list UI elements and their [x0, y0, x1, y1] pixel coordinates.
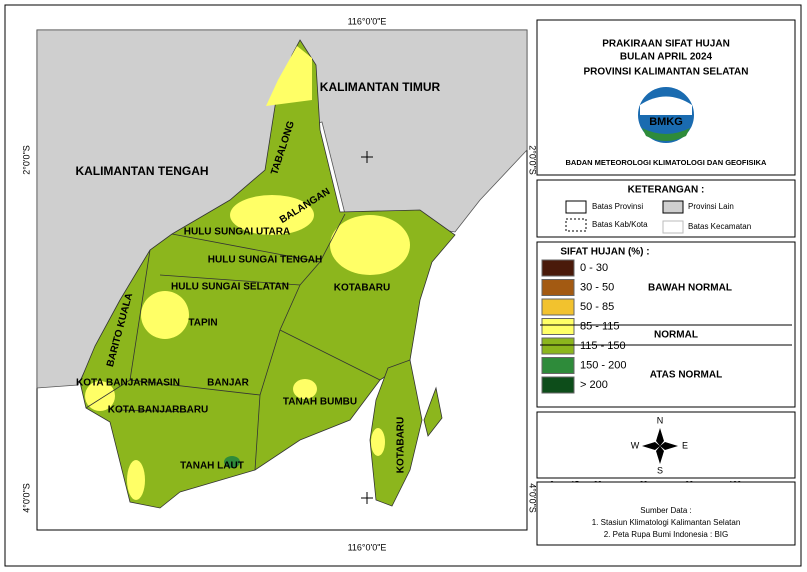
wet-area	[224, 456, 240, 468]
border	[279, 329, 381, 381]
arrow	[656, 446, 664, 464]
title-line: PROVINSI KALIMANTAN SELATAN	[584, 67, 749, 78]
area	[230, 195, 314, 235]
legend-swatch	[541, 357, 575, 374]
legend-swatch	[541, 337, 575, 355]
symbol	[565, 200, 587, 214]
compass-label: E	[682, 440, 688, 450]
legend-swatch	[541, 318, 575, 335]
regency-borders	[85, 213, 381, 471]
coord-label: 4°0'0"S	[528, 483, 538, 513]
coord-label: 2°0'0"S	[528, 145, 538, 175]
coord-label: 2°0'0"S	[21, 145, 31, 175]
legend-label: 0 - 30	[580, 262, 608, 274]
title-line: BULAN APRIL 2024	[620, 52, 713, 63]
arrow	[642, 442, 660, 450]
island	[369, 359, 423, 507]
compass-label: S	[657, 465, 663, 475]
agency: BADAN METEOROLOGI KLIMATOLOGI DAN GEOFIS…	[566, 158, 768, 167]
legend-label: 30 - 50	[580, 281, 614, 293]
legend-rows: 0 - 30 30 - 50 50 - 85 85 - 115 115 - 150 150…	[541, 259, 626, 394]
province-area	[79, 39, 456, 509]
legend-label: > 200	[580, 379, 608, 391]
regency-label: KOTABARU	[396, 417, 407, 473]
regency-label: KOTA BANJARBARU	[108, 405, 209, 416]
area	[330, 215, 410, 275]
legend-label: 50 - 85	[580, 301, 614, 313]
group-label: BAWAH NORMAL	[648, 283, 732, 294]
symbol	[565, 218, 587, 232]
legend-swatch	[541, 259, 575, 277]
group-label: ATAS NORMAL	[650, 370, 722, 381]
area	[293, 379, 317, 399]
panel-title: KETERANGAN :	[628, 185, 705, 196]
regency-label: HULU SUNGAI UTARA	[184, 227, 290, 238]
key-label: Provinsi Lain	[688, 202, 734, 211]
compass-label: N	[657, 415, 664, 425]
regency-label: TAPIN	[188, 318, 217, 329]
island	[423, 386, 443, 437]
legend-swatch	[541, 298, 575, 316]
group-label: NORMAL	[654, 330, 698, 341]
logo-wave	[642, 128, 690, 141]
legend-label: 115 - 150	[580, 340, 626, 352]
regency-label: KOTABARU	[334, 283, 390, 294]
map-frame: KALIMANTAN TIMUR KALIMANTAN TENGAH TABAL…	[36, 29, 528, 531]
key-label: Batas Provinsi	[592, 202, 643, 211]
province-label: KALIMANTAN TIMUR	[320, 80, 441, 94]
border	[117, 409, 191, 413]
area	[266, 46, 312, 106]
coord-label: 4°0'0"S	[21, 483, 31, 513]
source-title: Sumber Data :	[640, 506, 692, 515]
regency-label: TANAH LAUT	[180, 461, 244, 472]
panel-title: SIFAT HUJAN (%) :	[560, 247, 649, 258]
logo-cloud	[640, 96, 692, 115]
source-line: 2. Peta Rupa Bumi Indonesia : BIG	[604, 530, 729, 539]
symbol	[662, 200, 684, 214]
title-line: PRAKIRAAN SIFAT HUJAN	[602, 39, 730, 50]
regency-label: BANJAR	[207, 378, 249, 389]
area	[127, 460, 145, 500]
legend-label: 150 - 200	[580, 359, 626, 371]
source-panel	[536, 481, 796, 546]
province-label: KALIMANTAN TENGAH	[75, 164, 208, 178]
graticule	[361, 151, 373, 504]
symbol	[662, 220, 684, 234]
compass	[642, 428, 678, 464]
arrow	[656, 428, 664, 446]
key-label: Batas Kab/Kota	[592, 220, 648, 229]
coord-label: 116°0'0"E	[348, 542, 387, 552]
legend-label: 85 - 115	[580, 320, 620, 332]
logo	[638, 87, 694, 143]
arrow	[660, 442, 678, 450]
regency-label: HULU SUNGAI SELATAN	[171, 282, 289, 293]
legend-swatch	[541, 376, 575, 394]
key-label: Batas Kecamatan	[688, 222, 751, 231]
compass-label: W	[631, 440, 640, 450]
regency-label: TANAH BUMBU	[283, 397, 357, 408]
logo-text: BMKG	[649, 116, 683, 128]
regency-label: KOTA BANJARMASIN	[76, 378, 180, 389]
legend-swatch	[541, 279, 575, 296]
area	[371, 428, 385, 456]
area	[141, 291, 189, 339]
coord-label: 116°0'0"E	[348, 16, 387, 26]
regency-label: HULU SUNGAI TENGAH	[208, 255, 322, 266]
source-line: 1. Stasiun Klimatologi Kalimantan Selata…	[592, 518, 741, 527]
